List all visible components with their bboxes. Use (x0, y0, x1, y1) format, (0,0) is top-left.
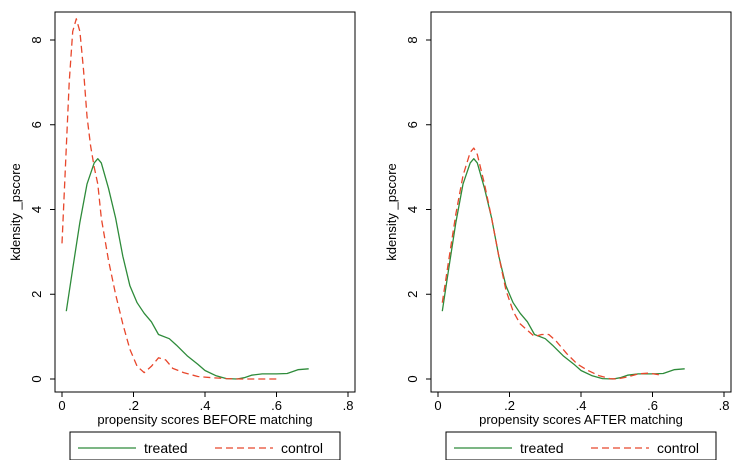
series-line-1-control (61, 18, 277, 380)
x-axis-title-1: propensity scores BEFORE matching (97, 412, 312, 427)
legend-label-2-control: control (657, 440, 699, 456)
y-tick-label-1-3: 6 (29, 121, 44, 128)
x-tick-label-2-2: .4 (576, 398, 587, 413)
legend-label-1-control: control (281, 440, 323, 456)
y-tick-label-2-1: 2 (405, 291, 420, 298)
y-tick-label-1-1: 2 (29, 291, 44, 298)
y-tick-label-2-0: 0 (405, 375, 420, 382)
series-line-1-treated (65, 158, 309, 380)
legend-label-2-treated: treated (520, 440, 564, 456)
series-line-2-treated (441, 158, 685, 380)
y-tick-label-1-0: 0 (29, 375, 44, 382)
x-tick-label-2-4: .8 (719, 398, 730, 413)
x-tick-label-1-0: 0 (58, 398, 65, 413)
y-axis-title-1: kdensity _pscore (8, 163, 23, 261)
x-axis-title-2: propensity scores AFTER matching (479, 412, 683, 427)
x-tick-label-2-1: .2 (504, 398, 515, 413)
y-axis-title-2: kdensity _pscore (384, 163, 399, 261)
x-tick-label-1-3: .6 (271, 398, 282, 413)
x-tick-label-1-2: .4 (200, 398, 211, 413)
y-tick-label-1-2: 4 (29, 206, 44, 213)
plot-frame-2 (430, 11, 732, 393)
legend-label-1-treated: treated (144, 440, 188, 456)
x-tick-label-2-3: .6 (647, 398, 658, 413)
series-line-2-control (441, 147, 660, 380)
x-tick-label-2-0: 0 (434, 398, 441, 413)
y-tick-label-2-4: 8 (405, 36, 420, 43)
y-tick-label-2-2: 4 (405, 206, 420, 213)
x-tick-label-1-4: .8 (343, 398, 354, 413)
y-tick-label-1-4: 8 (29, 36, 44, 43)
x-tick-label-1-1: .2 (128, 398, 139, 413)
y-tick-label-2-3: 6 (405, 121, 420, 128)
